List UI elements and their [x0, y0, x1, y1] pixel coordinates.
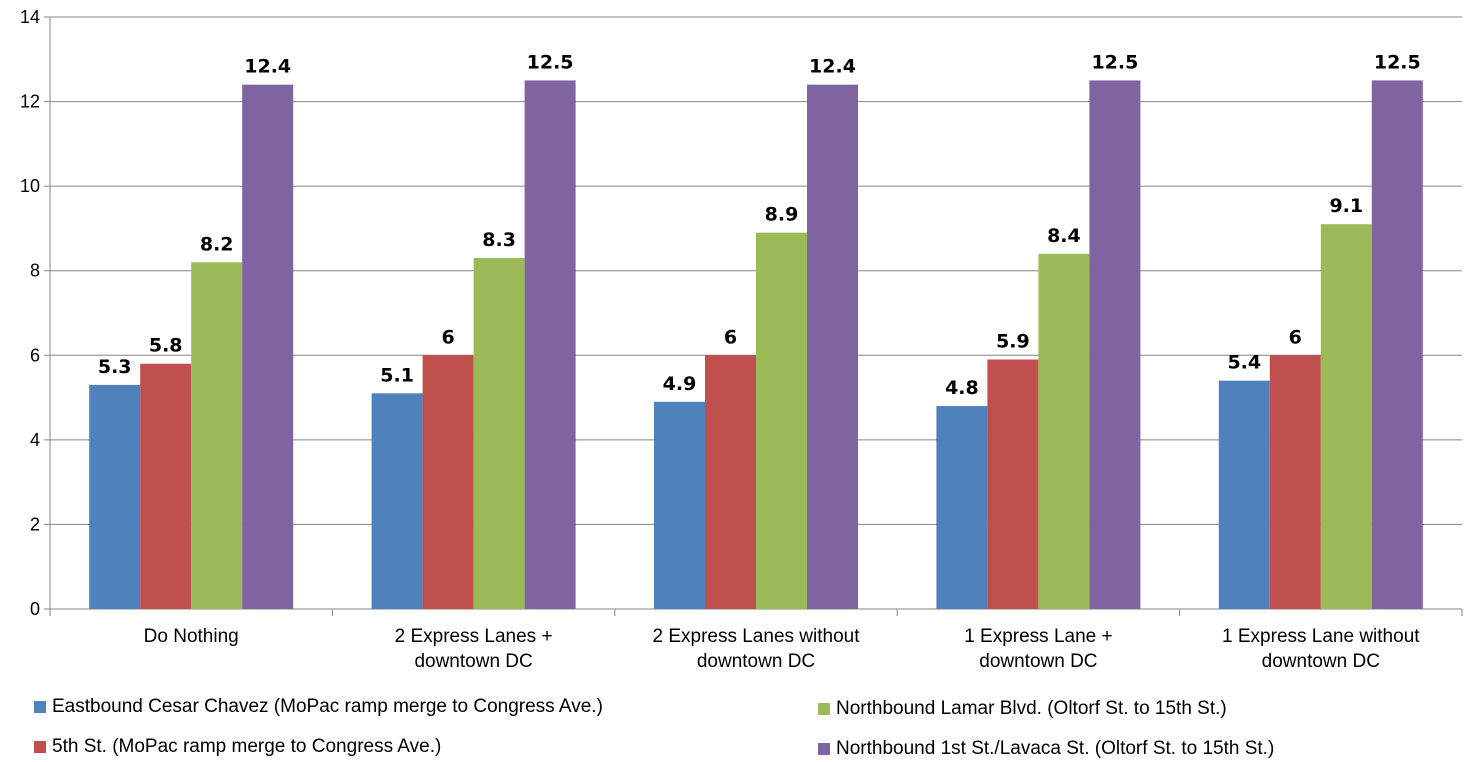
legend-label: Eastbound Cesar Chavez (MoPac ramp merge…: [52, 696, 603, 717]
legend-swatch: [34, 741, 46, 753]
bar: [1038, 253, 1090, 610]
data-label: 12.4: [809, 56, 856, 78]
x-category-label: Do Nothing: [144, 626, 239, 647]
data-label: 5.9: [996, 331, 1030, 353]
bar: [654, 401, 705, 609]
data-label: 6: [724, 326, 737, 348]
x-category-label: downtown DC: [697, 651, 815, 672]
data-label: 6: [441, 326, 454, 348]
bar: [473, 258, 525, 609]
legend-item-5th-st: 5th St. (MoPac ramp merge to Congress Av…: [34, 736, 441, 758]
data-label: 5.8: [149, 335, 183, 357]
x-category-label: downtown DC: [1262, 651, 1380, 672]
bar: [1320, 224, 1372, 609]
bar: [191, 262, 243, 609]
legend-label: Northbound 1st St./Lavaca St. (Oltorf St…: [836, 738, 1275, 759]
x-category-label: 1 Express Lane +: [964, 626, 1112, 647]
data-label: 12.4: [244, 56, 291, 78]
bar: [524, 80, 576, 609]
bar: [89, 384, 141, 609]
y-tick-label: 2: [30, 514, 40, 534]
x-category-label: downtown DC: [979, 651, 1097, 672]
bar: [1218, 380, 1270, 609]
bar: [987, 359, 1039, 609]
bar: [1371, 80, 1423, 609]
y-tick-label: 6: [30, 345, 40, 365]
bar: [140, 363, 192, 609]
bar: [1269, 355, 1321, 609]
legend-swatch: [818, 703, 830, 715]
axes: 0 2 4 6 8 10 12 14 Do Nothing 2 Express Lanes + do…: [20, 7, 1463, 672]
x-category-label: 2 Express Lanes without: [652, 626, 860, 647]
legend-label: 5th St. (MoPac ramp merge to Congress Av…: [52, 736, 442, 757]
data-label: 9.1: [1329, 195, 1363, 217]
legend-item-eastbound-cesar-chavez: Eastbound Cesar Chavez (MoPac ramp merge…: [34, 696, 603, 718]
x-category-label: downtown DC: [414, 651, 532, 672]
y-tick-label: 8: [30, 261, 40, 281]
data-label: 12.5: [527, 51, 574, 73]
bar: [705, 355, 756, 609]
data-label: 5.3: [98, 356, 132, 378]
bars: [89, 80, 1423, 610]
data-label: 8.9: [765, 204, 799, 226]
bar: [242, 84, 294, 609]
bar: [1089, 80, 1141, 609]
bar: [756, 232, 807, 609]
data-label: 5.1: [380, 364, 414, 386]
legend-item-northbound-lamar: Northbound Lamar Blvd. (Oltorf St. to 15…: [818, 698, 1227, 720]
bar: [807, 84, 858, 609]
y-tick-label: 0: [30, 599, 40, 619]
y-tick-label: 10: [20, 176, 40, 196]
bar: [371, 393, 423, 609]
x-category-label: 1 Express Lane without: [1222, 626, 1420, 647]
data-label: 4.9: [663, 373, 697, 395]
data-label: 12.5: [1374, 51, 1421, 73]
data-label: 12.5: [1091, 51, 1138, 73]
y-tick-label: 14: [20, 7, 40, 27]
legend-label: Northbound Lamar Blvd. (Oltorf St. to 15…: [836, 698, 1227, 719]
data-label: 4.8: [945, 377, 979, 399]
y-tick-label: 4: [30, 430, 40, 450]
data-label: 5.4: [1227, 352, 1261, 374]
bar: [936, 406, 988, 609]
y-tick-label: 12: [20, 92, 40, 112]
data-label: 8.3: [482, 229, 516, 251]
legend-swatch: [34, 701, 46, 713]
labels: 5.3 5.8 8.2 12.4 5.1 6 8.3 12.5 4.9 6 8.9 12.4 4.8 5.…: [98, 51, 1421, 399]
data-label: 8.2: [200, 233, 234, 255]
data-label: 8.4: [1047, 225, 1081, 247]
bar: [422, 355, 474, 609]
data-label: 6: [1289, 326, 1302, 348]
legend-item-northbound-1st-lavaca: Northbound 1st St./Lavaca St. (Oltorf St…: [818, 738, 1274, 760]
legend-swatch: [818, 743, 830, 755]
x-category-label: 2 Express Lanes +: [395, 626, 553, 647]
